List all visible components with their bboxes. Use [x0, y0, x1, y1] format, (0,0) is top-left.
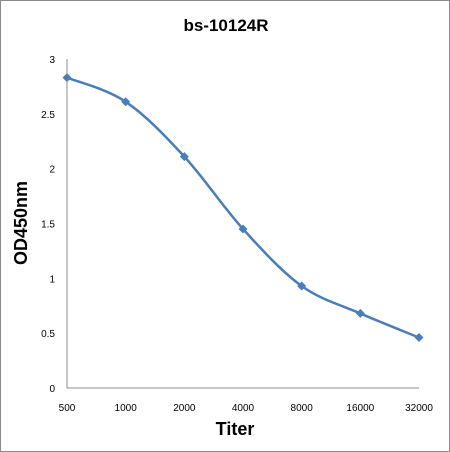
y-tick-label: 2.5: [41, 110, 55, 121]
y-tick-label: 1: [49, 274, 55, 285]
data-point-marker: [121, 97, 131, 107]
y-tick-label: 0.5: [41, 329, 55, 340]
data-point-marker: [355, 308, 365, 318]
data-point-marker: [179, 152, 189, 162]
y-tick-label: 1.5: [41, 220, 55, 231]
data-point-marker: [238, 224, 248, 234]
x-tick-label: 2000: [173, 403, 196, 414]
y-tick-label: 0: [49, 384, 55, 395]
y-axis-title: OD450nm: [11, 181, 31, 265]
x-axis-title: Titer: [216, 419, 255, 439]
data-point-marker: [414, 333, 424, 343]
x-tick-label: 1000: [115, 403, 138, 414]
x-tick-label: 8000: [291, 403, 314, 414]
x-tick-label: 4000: [232, 403, 255, 414]
chart-title: bs-10124R: [183, 16, 268, 35]
x-tick-label: 16000: [346, 403, 374, 414]
data-point-marker: [62, 73, 72, 83]
x-tick-label: 32000: [405, 403, 433, 414]
y-tick-label: 3: [49, 55, 55, 66]
y-tick-labels: 0 0.5 1 1.5 2 2.5 3: [41, 55, 55, 395]
data-point-marker: [297, 281, 307, 291]
x-tick-label: 500: [59, 403, 76, 414]
y-tick-label: 2: [49, 165, 55, 176]
series-line: [66, 76, 420, 339]
series-markers: [62, 73, 424, 343]
x-tick-labels: 500 1000 2000 4000 8000 16000 32000: [59, 403, 434, 414]
